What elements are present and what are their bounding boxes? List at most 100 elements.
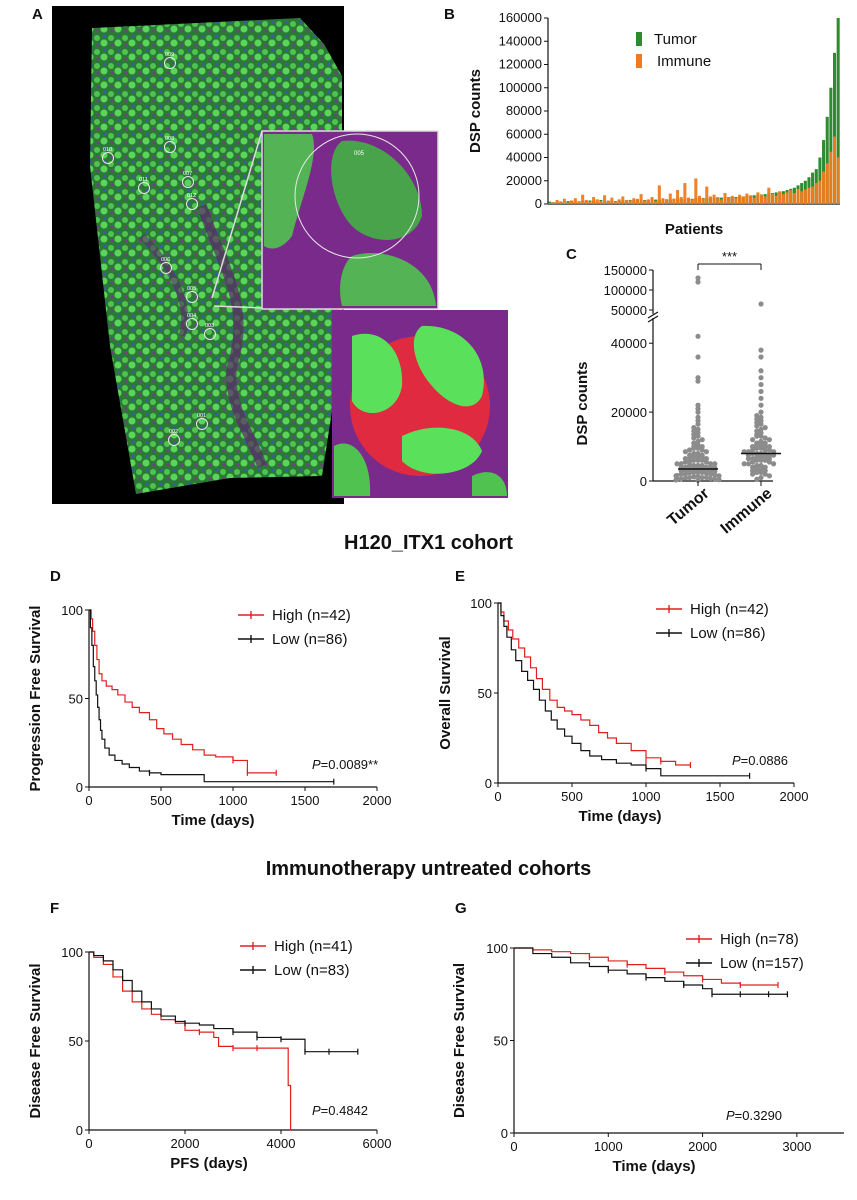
x-tick-label: 0 (510, 1139, 517, 1154)
y-tick-label: 50000 (611, 303, 647, 318)
bar-immune (749, 195, 753, 204)
scatter-point-immune (750, 459, 756, 465)
y-tick-label: 20000 (611, 405, 647, 420)
scatter-point-immune (754, 469, 760, 475)
roi-circle (160, 262, 172, 274)
y-tick-label: 20000 (506, 173, 542, 188)
scatter-point-tumor (691, 474, 697, 480)
scatter-point-tumor (695, 275, 701, 281)
y-tick-label: 100000 (499, 80, 542, 95)
x-tick-label: 2000 (688, 1139, 717, 1154)
y-tick-label: 0 (76, 1123, 83, 1138)
bar-immune (639, 194, 643, 204)
roi-circle (186, 318, 198, 330)
bar-immune (683, 183, 687, 204)
roi-circle (164, 57, 176, 69)
y-tick-label: 50 (478, 686, 492, 701)
y-tick-label: 120000 (499, 57, 542, 72)
panel-label-b: B (444, 6, 455, 23)
bar-immune (628, 200, 632, 204)
scatter-point-tumor (699, 469, 705, 475)
scatter-point-immune (754, 423, 760, 429)
bar-immune (690, 199, 694, 204)
bar-immune (781, 194, 785, 204)
bar-tumor (836, 18, 840, 204)
scatter-point-tumor (703, 470, 709, 477)
y-axis-title: Progression Free Survival (27, 606, 44, 792)
bar-immune (566, 202, 570, 204)
scatter-point-immune (758, 395, 764, 401)
scatter-point-tumor (695, 421, 701, 427)
p-value: P=0.0089** (312, 757, 378, 772)
inset-upper-tissue-2 (331, 140, 422, 240)
bar-immune (712, 194, 716, 204)
x-category-label: Immune (718, 485, 776, 538)
bar-immune (730, 195, 734, 204)
inset-lower-green-5 (472, 472, 507, 496)
p-value-number: =0.0886 (741, 753, 788, 768)
y-tick-label: 0 (485, 776, 492, 791)
p-value: P=0.0886 (732, 753, 788, 768)
scatter-point-tumor (695, 445, 701, 451)
roi-label: 010 (103, 147, 112, 153)
panel-label-a: A (32, 6, 43, 23)
y-axis-title: Disease Free Survival (451, 963, 468, 1118)
scatter-point-tumor (699, 457, 705, 463)
bar-immune (595, 199, 599, 204)
p-value: P=0.3290 (726, 1108, 782, 1123)
scatter-point-tumor (682, 459, 688, 465)
bar-immune (738, 194, 742, 204)
scatter-point-tumor (695, 477, 701, 483)
panel-label-e: E (455, 568, 466, 585)
km-curve (89, 951, 292, 1130)
axis-break-mark (647, 311, 659, 319)
inset-lower-green-2 (413, 325, 484, 407)
scatter-point-tumor (678, 476, 684, 482)
y-tick-label: 0 (535, 196, 542, 211)
bar-immune (592, 197, 596, 204)
panel-label-g: G (455, 900, 467, 917)
scatter-point-tumor (691, 445, 697, 451)
y-tick-label: 40000 (611, 336, 647, 351)
bar-immune (654, 201, 658, 204)
x-tick-label: 500 (561, 789, 583, 804)
tissue-channel (197, 204, 267, 468)
bar-immune (778, 191, 782, 204)
y-tick-label: 60000 (506, 126, 542, 141)
roi-circle (186, 291, 198, 303)
scatter-point-immune (758, 347, 764, 353)
tissue-channel-2 (139, 233, 189, 338)
legend-label: Low (n=83) (274, 962, 349, 979)
scatter-point-immune (758, 301, 764, 307)
scatter-point-tumor (703, 449, 709, 455)
scatter-point-immune (766, 447, 772, 453)
km-curve (498, 602, 691, 766)
x-category-label: Tumor (664, 485, 712, 529)
bar-tumor (833, 52, 837, 204)
bar-immune (752, 197, 756, 204)
legend-label: High (n=42) (690, 601, 769, 618)
y-tick-label: 160000 (499, 10, 542, 25)
significance-label: *** (722, 249, 737, 264)
bar-immune (588, 201, 592, 204)
bar-immune (661, 198, 665, 204)
bar-immune (705, 186, 709, 204)
x-tick-label: 1000 (632, 789, 661, 804)
bar-immune (796, 188, 800, 204)
bar-immune (708, 196, 712, 204)
bar-immune (603, 195, 607, 204)
legend-label: Tumor (654, 31, 697, 48)
bar-tumor (566, 201, 570, 204)
bar-immune (573, 198, 577, 204)
p-value-symbol: P (732, 753, 741, 768)
x-tick-label: 1500 (291, 793, 320, 808)
p-value-number: =0.0089** (321, 757, 378, 772)
scatter-point-immune (758, 433, 764, 439)
chart-c: 50000 100000 150000 0 20000 40000 Tumor Immune *… (574, 249, 781, 538)
scatter-point-tumor (687, 447, 693, 453)
roi-label: 008 (165, 136, 174, 142)
bar-immune (814, 183, 818, 204)
scatter-point-immune (766, 459, 772, 465)
scatter-point-immune (758, 445, 764, 451)
bar-tumor (829, 87, 833, 204)
